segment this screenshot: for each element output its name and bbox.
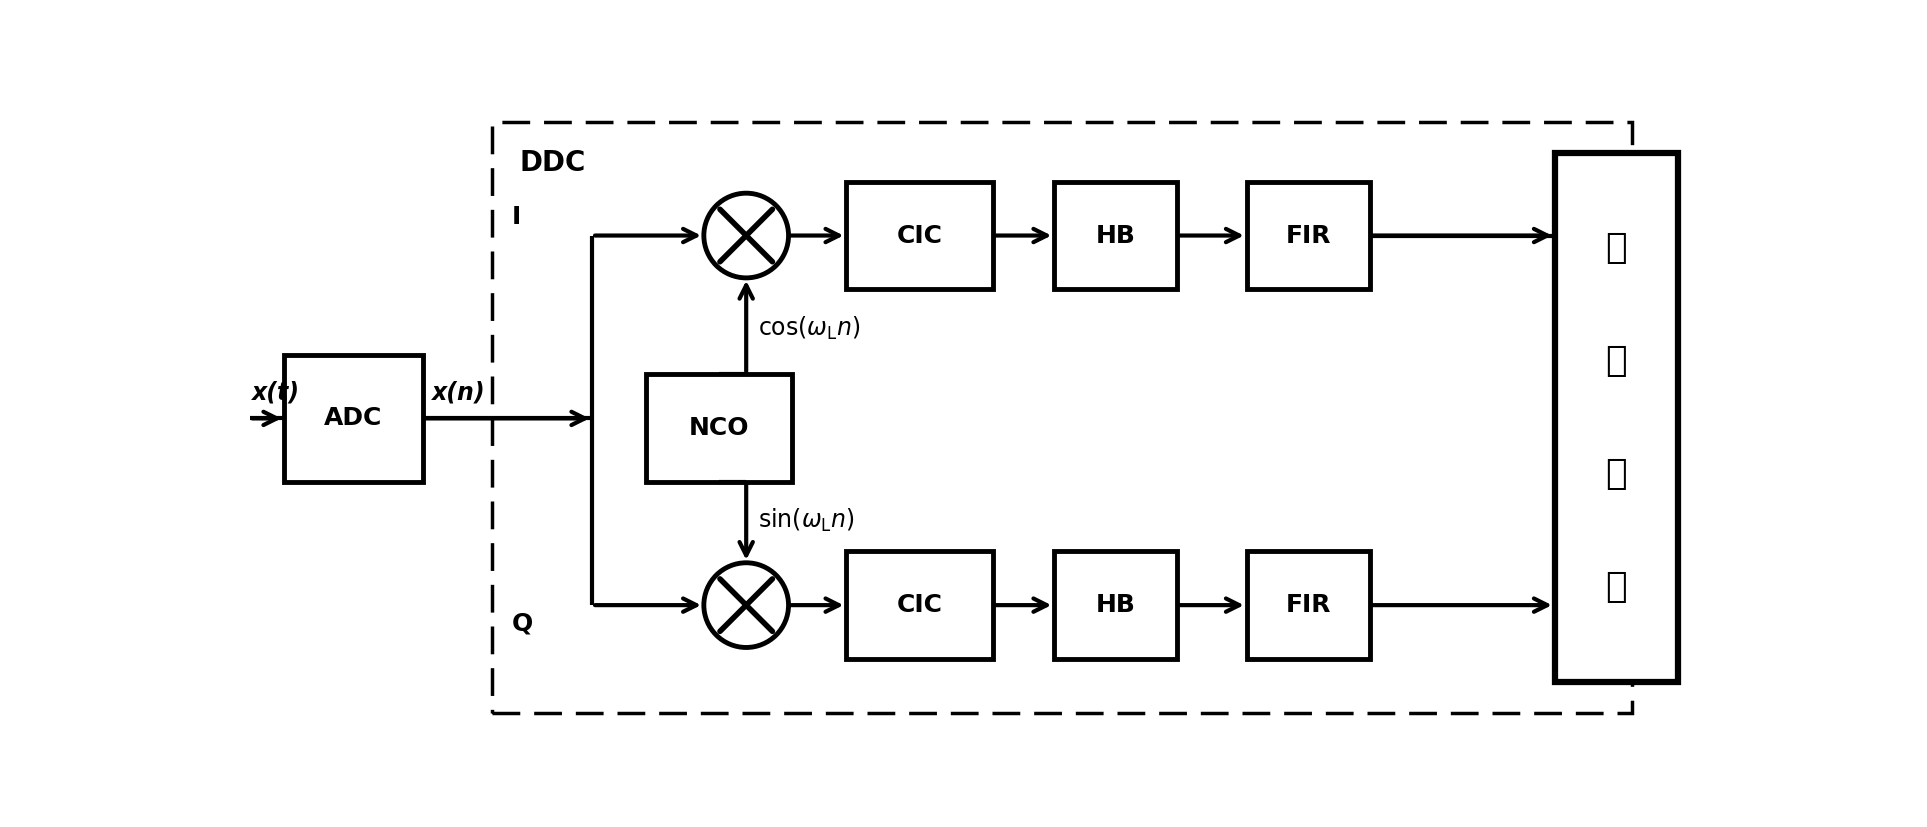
Text: FIR: FIR [1285,593,1332,617]
Text: 理: 理 [1605,570,1626,604]
Text: Q: Q [511,611,532,635]
Text: $\sin(\omega_{\rm L} n)$: $\sin(\omega_{\rm L} n)$ [757,507,854,534]
Bar [1555,153,1678,682]
Text: 处: 处 [1605,457,1626,491]
Text: x(n): x(n) [432,380,486,404]
Bar [1247,552,1370,659]
Text: $\cos(\omega_{\rm L} n)$: $\cos(\omega_{\rm L} n)$ [757,314,861,342]
Bar [646,374,792,482]
Text: CIC: CIC [896,223,942,247]
Bar [491,122,1632,713]
Text: HB: HB [1096,223,1135,247]
Text: x(t): x(t) [252,380,301,404]
Text: DDC: DDC [518,150,586,177]
Text: I: I [511,205,520,229]
Text: FIR: FIR [1285,223,1332,247]
Bar [1054,552,1177,659]
Bar [1247,182,1370,289]
Bar [1054,182,1177,289]
Bar [846,182,992,289]
Bar [283,355,422,482]
Text: 基: 基 [1605,232,1626,265]
Text: NCO: NCO [690,416,750,440]
Text: ADC: ADC [324,406,383,430]
Text: CIC: CIC [896,593,942,617]
Bar [846,552,992,659]
Text: HB: HB [1096,593,1135,617]
Text: 带: 带 [1605,344,1626,378]
